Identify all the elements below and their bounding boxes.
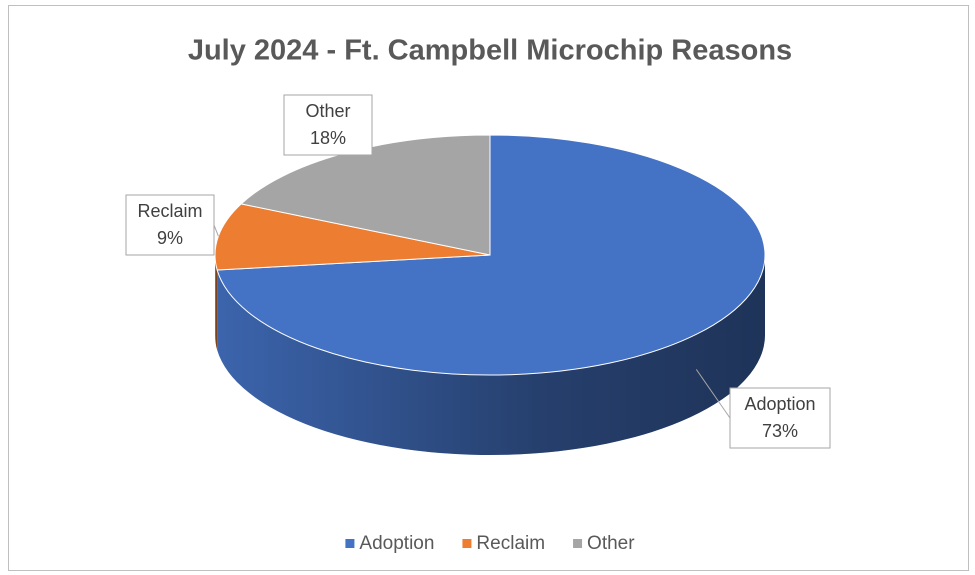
legend-label: Other xyxy=(587,533,635,554)
legend-item: Other xyxy=(573,533,635,554)
legend-item: Adoption xyxy=(345,533,434,554)
data-label-name: Other xyxy=(305,101,350,121)
label-box xyxy=(125,194,215,256)
legend-swatch xyxy=(573,539,583,548)
leader-line xyxy=(213,224,219,237)
data-label: 73% xyxy=(762,421,798,441)
label-box xyxy=(729,387,831,449)
leader-line xyxy=(695,369,731,419)
legend-swatch xyxy=(462,539,472,548)
legend-label: Adoption xyxy=(359,533,434,554)
pie-side-shade xyxy=(217,255,765,456)
label-box xyxy=(283,94,373,156)
pie-slice xyxy=(216,134,766,376)
data-label-name: Reclaim xyxy=(137,201,202,221)
data-label: 18% xyxy=(310,128,346,148)
legend-label: Reclaim xyxy=(476,533,545,554)
data-label: 9% xyxy=(157,228,183,248)
legend-item: Reclaim xyxy=(462,533,545,554)
chart-title: July 2024 - Ft. Campbell Microchip Reaso… xyxy=(188,35,792,67)
data-label-name: Adoption xyxy=(744,394,815,414)
pie-side-shade xyxy=(215,255,218,351)
legend-swatch xyxy=(345,539,355,548)
